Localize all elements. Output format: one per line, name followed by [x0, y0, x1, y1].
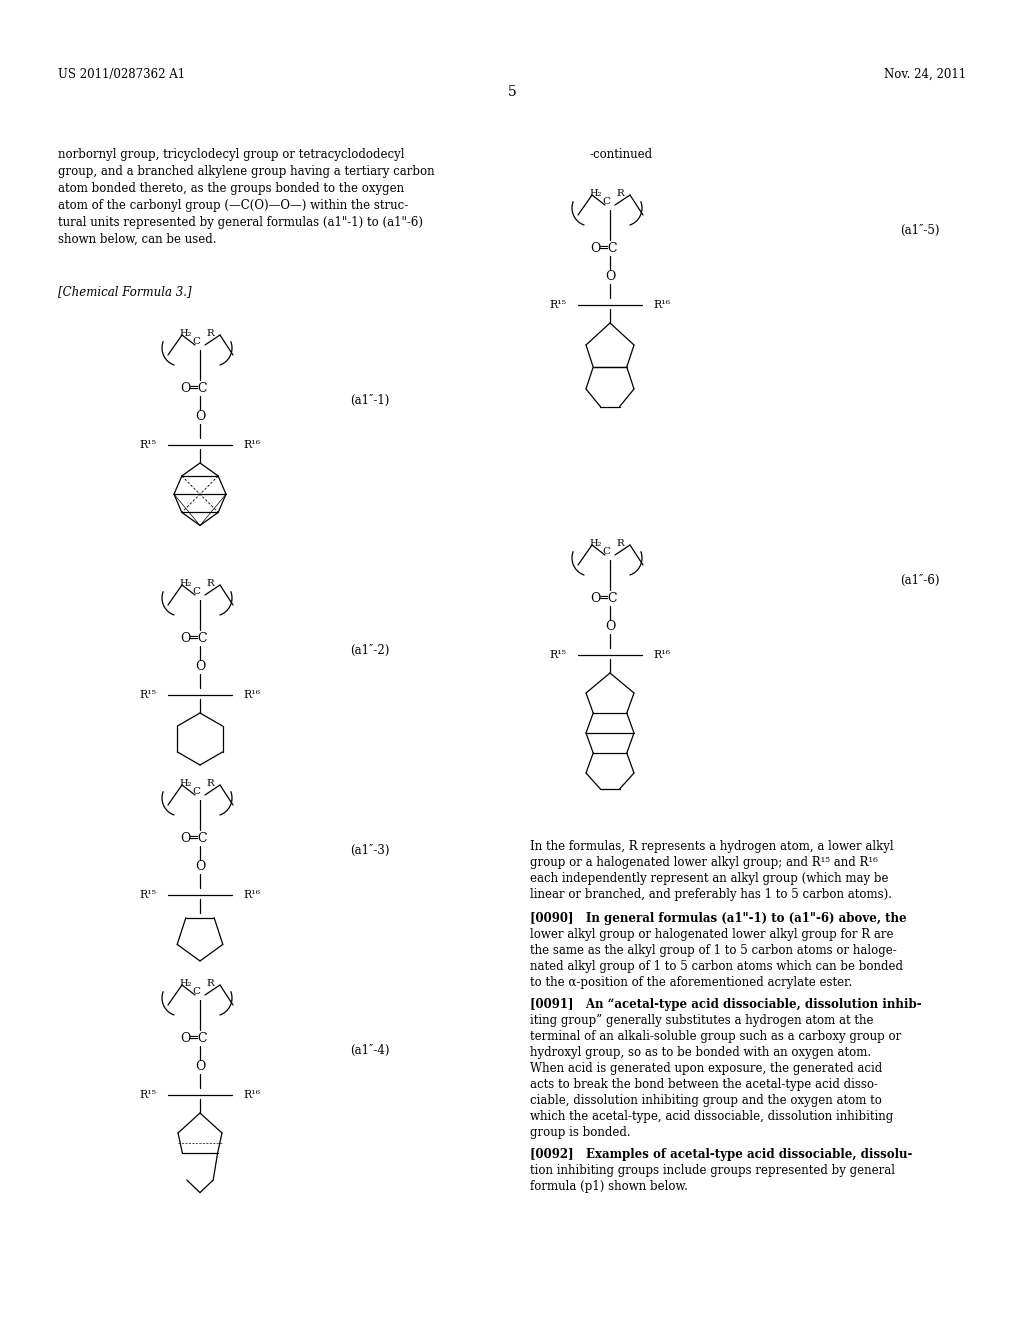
- Text: R¹⁵: R¹⁵: [139, 440, 157, 450]
- Text: R¹⁵: R¹⁵: [139, 1090, 157, 1100]
- Text: O═C: O═C: [180, 631, 208, 644]
- Text: shown below, can be used.: shown below, can be used.: [58, 234, 216, 246]
- Text: [0092]   Examples of acetal-type acid dissociable, dissolu-: [0092] Examples of acetal-type acid diss…: [530, 1148, 912, 1162]
- Text: group, and a branched alkylene group having a tertiary carbon: group, and a branched alkylene group hav…: [58, 165, 434, 178]
- Text: Nov. 24, 2011: Nov. 24, 2011: [884, 69, 966, 81]
- Text: O: O: [195, 409, 205, 422]
- Text: linear or branched, and preferably has 1 to 5 carbon atoms).: linear or branched, and preferably has 1…: [530, 888, 892, 902]
- Text: atom bonded thereto, as the groups bonded to the oxygen: atom bonded thereto, as the groups bonde…: [58, 182, 404, 195]
- Text: O═C: O═C: [180, 381, 208, 395]
- Text: R¹⁵: R¹⁵: [139, 890, 157, 900]
- Text: [Chemical Formula 3.]: [Chemical Formula 3.]: [58, 285, 191, 298]
- Text: C: C: [602, 198, 610, 206]
- Text: each independently represent an alkyl group (which may be: each independently represent an alkyl gr…: [530, 873, 889, 884]
- Text: -continued: -continued: [590, 148, 653, 161]
- Text: (a1″-1): (a1″-1): [350, 393, 389, 407]
- Text: (a1″-4): (a1″-4): [350, 1044, 389, 1056]
- Text: R¹⁵: R¹⁵: [550, 300, 566, 310]
- Text: C: C: [193, 338, 200, 346]
- Text: tion inhibiting groups include groups represented by general: tion inhibiting groups include groups re…: [530, 1164, 895, 1177]
- Text: terminal of an alkali-soluble group such as a carboxy group or: terminal of an alkali-soluble group such…: [530, 1030, 901, 1043]
- Text: C: C: [193, 788, 200, 796]
- Text: C: C: [193, 987, 200, 997]
- Text: ciable, dissolution inhibiting group and the oxygen atom to: ciable, dissolution inhibiting group and…: [530, 1094, 882, 1107]
- Text: (a1″-3): (a1″-3): [350, 843, 389, 857]
- Text: When acid is generated upon exposure, the generated acid: When acid is generated upon exposure, th…: [530, 1063, 883, 1074]
- Text: H₂: H₂: [180, 330, 193, 338]
- Text: H₂: H₂: [180, 579, 193, 589]
- Text: O: O: [195, 859, 205, 873]
- Text: hydroxyl group, so as to be bonded with an oxygen atom.: hydroxyl group, so as to be bonded with …: [530, 1045, 871, 1059]
- Text: iting group” generally substitutes a hydrogen atom at the: iting group” generally substitutes a hyd…: [530, 1014, 873, 1027]
- Text: which the acetal-type, acid dissociable, dissolution inhibiting: which the acetal-type, acid dissociable,…: [530, 1110, 893, 1123]
- Text: R¹⁶: R¹⁶: [244, 890, 260, 900]
- Text: R¹⁶: R¹⁶: [244, 1090, 260, 1100]
- Text: R: R: [206, 579, 214, 589]
- Text: acts to break the bond between the acetal-type acid disso-: acts to break the bond between the aceta…: [530, 1078, 878, 1092]
- Text: R¹⁵: R¹⁵: [139, 690, 157, 700]
- Text: R¹⁶: R¹⁶: [653, 300, 671, 310]
- Text: C: C: [193, 587, 200, 597]
- Text: group or a halogenated lower alkyl group; and R¹⁵ and R¹⁶: group or a halogenated lower alkyl group…: [530, 855, 878, 869]
- Text: formula (p1) shown below.: formula (p1) shown below.: [530, 1180, 688, 1193]
- Text: R: R: [206, 979, 214, 989]
- Text: O═C: O═C: [180, 1031, 208, 1044]
- Text: nated alkyl group of 1 to 5 carbon atoms which can be bonded: nated alkyl group of 1 to 5 carbon atoms…: [530, 960, 903, 973]
- Text: R: R: [616, 190, 624, 198]
- Text: tural units represented by general formulas (a1"-1) to (a1"-6): tural units represented by general formu…: [58, 216, 423, 228]
- Text: 5: 5: [508, 84, 516, 99]
- Text: R: R: [616, 540, 624, 549]
- Text: group is bonded.: group is bonded.: [530, 1126, 631, 1139]
- Text: O: O: [195, 660, 205, 672]
- Text: O═C: O═C: [180, 832, 208, 845]
- Text: [0091]   An “acetal-type acid dissociable, dissolution inhib-: [0091] An “acetal-type acid dissociable,…: [530, 998, 922, 1011]
- Text: O: O: [605, 269, 615, 282]
- Text: In the formulas, R represents a hydrogen atom, a lower alkyl: In the formulas, R represents a hydrogen…: [530, 840, 894, 853]
- Text: R¹⁵: R¹⁵: [550, 649, 566, 660]
- Text: (a1″-5): (a1″-5): [900, 223, 939, 236]
- Text: US 2011/0287362 A1: US 2011/0287362 A1: [58, 69, 185, 81]
- Text: H₂: H₂: [180, 780, 193, 788]
- Text: R¹⁶: R¹⁶: [244, 440, 260, 450]
- Text: norbornyl group, tricyclodecyl group or tetracyclododecyl: norbornyl group, tricyclodecyl group or …: [58, 148, 404, 161]
- Text: O: O: [605, 619, 615, 632]
- Text: H₂: H₂: [590, 190, 602, 198]
- Text: to the α-position of the aforementioned acrylate ester.: to the α-position of the aforementioned …: [530, 975, 852, 989]
- Text: the same as the alkyl group of 1 to 5 carbon atoms or haloge-: the same as the alkyl group of 1 to 5 ca…: [530, 944, 897, 957]
- Text: C: C: [602, 548, 610, 557]
- Text: R¹⁶: R¹⁶: [244, 690, 260, 700]
- Text: O═C: O═C: [590, 591, 617, 605]
- Text: R: R: [206, 330, 214, 338]
- Text: [0090]   In general formulas (a1"-1) to (a1"-6) above, the: [0090] In general formulas (a1"-1) to (a…: [530, 912, 906, 925]
- Text: lower alkyl group or halogenated lower alkyl group for R are: lower alkyl group or halogenated lower a…: [530, 928, 894, 941]
- Text: (a1″-6): (a1″-6): [900, 573, 939, 586]
- Text: O: O: [195, 1060, 205, 1072]
- Text: (a1″-2): (a1″-2): [350, 644, 389, 656]
- Text: H₂: H₂: [590, 540, 602, 549]
- Text: R: R: [206, 780, 214, 788]
- Text: R¹⁶: R¹⁶: [653, 649, 671, 660]
- Text: H₂: H₂: [180, 979, 193, 989]
- Text: O═C: O═C: [590, 242, 617, 255]
- Text: atom of the carbonyl group (—C(O)—O—) within the struc-: atom of the carbonyl group (—C(O)—O—) wi…: [58, 199, 409, 213]
